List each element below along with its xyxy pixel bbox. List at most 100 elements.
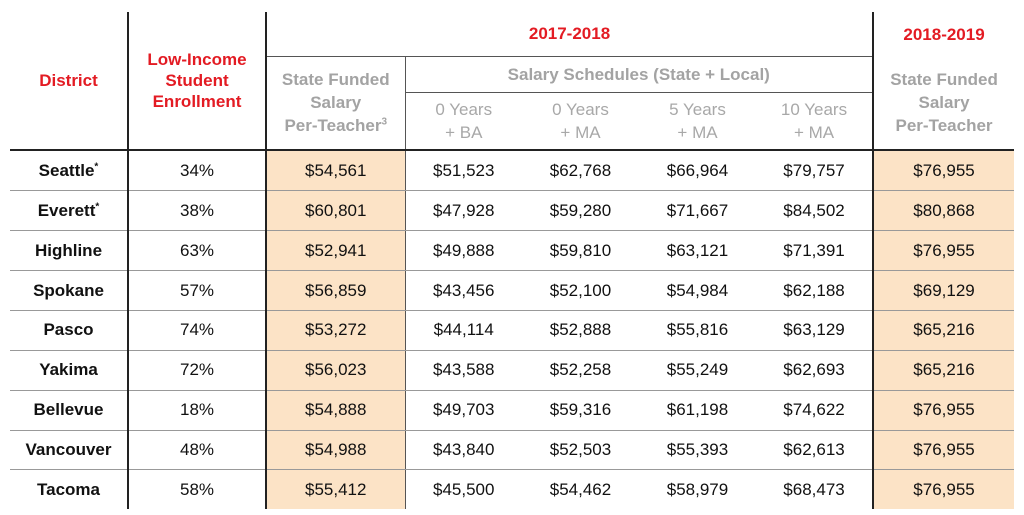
state-funded-2017-line2: Salary <box>310 93 362 113</box>
table-row: Everett* 38% $60,801 $47,928 $59,280 $71,667 $… <box>10 190 1015 232</box>
district-name: Highline <box>34 240 103 260</box>
salary-10-ma-cell: $79,757 <box>756 150 874 192</box>
table-row: Pasco 74% $53,272 $44,114 $52,888 $55,816 $63,… <box>10 310 1015 351</box>
col-0ma-line1: 0 Years <box>552 99 609 119</box>
state-funded-2018-cell: $76,955 <box>872 230 1015 272</box>
salary-10-ma-cell: $74,622 <box>756 390 874 431</box>
district-footnote-mark: * <box>94 161 99 172</box>
table-row: Vancouver 48% $54,988 $43,840 $52,503 $55,393… <box>10 430 1015 471</box>
state-funded-2018-cell: $65,216 <box>872 350 1015 391</box>
district-cell: Vancouver <box>10 430 129 471</box>
state-funded-2018-cell: $80,868 <box>872 190 1015 232</box>
salary-0-ba-cell: $43,588 <box>404 350 522 391</box>
low-income-cell: 63% <box>128 230 266 272</box>
low-income-cell: 57% <box>128 270 266 311</box>
district-name: Pasco <box>43 320 94 340</box>
state-funded-2018-line3: Per-Teacher <box>895 116 993 135</box>
salary-0-ma-cell: $52,503 <box>522 430 639 471</box>
district-cell: Tacoma <box>10 469 129 509</box>
state-funded-2017-cell: $56,023 <box>265 350 405 391</box>
salary-10-ma-cell: $68,473 <box>783 479 845 499</box>
state-funded-2018-line2: Salary <box>918 93 970 112</box>
header-0-years-ma: 0 Years + MA <box>522 92 639 151</box>
state-funded-2018-cell: $76,955 <box>872 150 1015 192</box>
low-income-cell: 48% <box>128 430 266 471</box>
state-funded-2018-cell: $76,955 <box>872 430 1015 471</box>
salary-5-ma-cell: $61,198 <box>639 390 756 431</box>
header-low-income: Low-Income Student Enrollment <box>128 12 266 151</box>
salary-0-ba-cell: $51,523 <box>404 150 522 192</box>
col-5ma-line1: 5 Years <box>669 99 726 119</box>
state-funded-2018-line1: State Funded <box>890 70 998 89</box>
state-funded-2017-cell: $56,859 <box>265 270 405 311</box>
salary-5-ma-cell: $55,393 <box>639 430 756 471</box>
state-funded-2017-line3: Per-Teacher <box>284 116 382 136</box>
salary-5-ma-cell: $54,984 <box>639 270 756 311</box>
salary-0-ma-cell: $62,768 <box>522 150 639 192</box>
salary-0-ba-cell: $44,114 <box>404 310 522 351</box>
low-income-cell: 18% <box>128 390 266 431</box>
state-funded-2017-cell: $55,412 <box>265 469 405 509</box>
header-10-years-ma: 10 Years + MA <box>756 92 874 151</box>
low-income-cell: 38% <box>128 190 266 232</box>
col-10ma-line2: + MA <box>793 122 835 142</box>
salary-10-ma-cell: $62,188 <box>756 270 874 311</box>
salary-10-ma-cell: $63,129 <box>756 310 874 351</box>
header-0-years-ba: 0 Years + BA <box>405 92 522 151</box>
salary-0-ma-cell: $52,888 <box>522 310 639 351</box>
state-funded-2017-cell: $52,941 <box>265 230 405 272</box>
district-name: Yakima <box>39 360 98 380</box>
district-cell: Bellevue <box>10 390 129 431</box>
low-income-cell: 74% <box>128 310 266 351</box>
salary-0-ma-cell: $59,810 <box>522 230 639 272</box>
salary-0-ma-cell: $59,316 <box>522 390 639 431</box>
header-salary-schedules: Salary Schedules (State + Local) <box>405 56 874 93</box>
state-funded-2017-cell: $53,272 <box>265 310 405 351</box>
district-name: Seattle <box>38 160 95 180</box>
table-row: Yakima 72% $56,023 $43,588 $52,258 $55,249 $62… <box>10 350 1015 391</box>
low-income-cell: 58% <box>179 479 215 499</box>
salary-0-ba-cell: $49,888 <box>404 230 522 272</box>
salary-0-ma-cell: $52,258 <box>522 350 639 391</box>
header-5-years-ma: 5 Years + MA <box>639 92 756 151</box>
col-0ma-line2: + MA <box>560 122 601 142</box>
state-funded-2017-cell: $54,988 <box>265 430 405 471</box>
salary-table: District Low-Income Student Enrollment 2… <box>10 12 1015 509</box>
state-funded-2017-line3-wrap: Per-Teacher3 <box>267 114 405 137</box>
table-row: Bellevue 18% $54,888 $49,703 $59,316 $61,198 $… <box>10 390 1015 431</box>
col-10ma-line1: 10 Years <box>780 99 848 119</box>
salary-10-ma-cell: $62,613 <box>756 430 874 471</box>
header-year-2018: 2018-2019 <box>872 12 1015 56</box>
district-cell: Spokane <box>10 270 129 311</box>
salary-5-ma-cell: $58,979 <box>666 479 729 499</box>
low-income-cell: 72% <box>128 350 266 391</box>
salary-5-ma-cell: $55,816 <box>639 310 756 351</box>
salary-5-ma-cell: $55,249 <box>639 350 756 391</box>
salary-10-ma-cell: $84,502 <box>756 190 874 232</box>
salary-0-ba-cell: $43,456 <box>404 270 522 311</box>
district-cell: Pasco <box>10 310 129 351</box>
salary-0-ba-cell: $45,500 <box>404 469 522 509</box>
district-cell: Yakima <box>10 350 129 391</box>
district-name: Vancouver <box>25 440 112 460</box>
district-name: Spokane <box>33 280 104 300</box>
district-cell: Highline <box>10 230 129 272</box>
salary-10-ma-cell: $71,391 <box>756 230 874 272</box>
salary-0-ma-cell: $54,462 <box>549 479 612 499</box>
district-cell: Seattle* <box>10 150 129 192</box>
table-row: Seattle* 34% $54,561 $51,523 $62,768 $66,964 $… <box>10 150 1015 192</box>
salary-10-ma-cell: $62,693 <box>756 350 874 391</box>
salary-5-ma-cell: $66,964 <box>639 150 756 192</box>
salary-0-ba-cell: $47,928 <box>404 190 522 232</box>
salary-0-ba-cell: $43,840 <box>404 430 522 471</box>
state-funded-2017-cell: $54,888 <box>265 390 405 431</box>
col-5ma-line2: + MA <box>677 122 718 142</box>
state-funded-2018-cell: $69,129 <box>872 270 1015 311</box>
table-body: Seattle* 34% $54,561 $51,523 $62,768 $66,964 $… <box>10 150 1015 509</box>
table-row: Highline 63% $52,941 $49,888 $59,810 $63,121 $… <box>10 230 1015 272</box>
district-name: Tacoma <box>37 479 100 499</box>
table-row: Spokane 57% $56,859 $43,456 $52,100 $54,984 $6… <box>10 270 1015 311</box>
state-funded-2018-cell: $65,216 <box>872 310 1015 351</box>
district-name: Everett <box>37 200 96 220</box>
col-0ba-line2: + BA <box>445 122 483 142</box>
